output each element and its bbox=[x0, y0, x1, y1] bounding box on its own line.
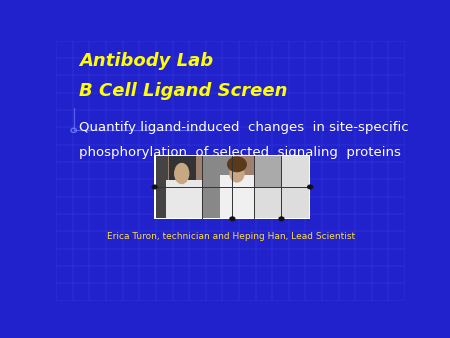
Ellipse shape bbox=[227, 156, 247, 172]
Circle shape bbox=[308, 185, 313, 189]
Bar bbox=[170, 156, 196, 179]
Bar bbox=[156, 156, 168, 218]
Bar bbox=[166, 179, 202, 218]
Circle shape bbox=[230, 217, 235, 221]
Bar bbox=[220, 175, 254, 218]
Circle shape bbox=[152, 185, 157, 189]
Ellipse shape bbox=[174, 163, 189, 184]
Text: Antibody Lab: Antibody Lab bbox=[79, 52, 213, 70]
Text: B Cell Ligand Screen: B Cell Ligand Screen bbox=[79, 82, 288, 100]
Bar bbox=[154, 155, 310, 219]
Bar bbox=[254, 156, 309, 218]
Text: Quantify ligand-induced  changes  in site-specific: Quantify ligand-induced changes in site-… bbox=[79, 121, 409, 134]
Ellipse shape bbox=[230, 164, 245, 183]
Circle shape bbox=[279, 217, 284, 221]
Text: Erica Turon, technician and Heping Han, Lead Scientist: Erica Turon, technician and Heping Han, … bbox=[107, 232, 355, 241]
Bar bbox=[156, 156, 309, 218]
Bar bbox=[254, 156, 281, 187]
Bar bbox=[202, 156, 232, 218]
Text: phosphorylation  of selected  signaling  proteins: phosphorylation of selected signaling pr… bbox=[79, 146, 401, 159]
